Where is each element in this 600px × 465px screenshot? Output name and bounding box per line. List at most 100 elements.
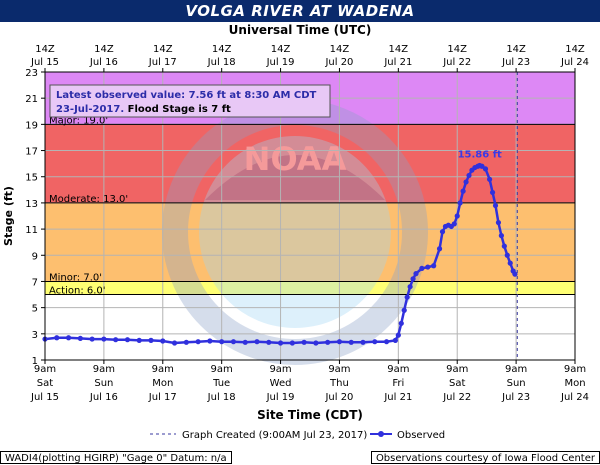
observed-point [392,337,398,343]
observed-point [463,179,469,185]
observed-point [457,200,463,206]
y-tick-label: 21 [25,94,38,105]
observed-point [501,243,507,249]
bottom-tick-label-day: Wed [270,378,292,389]
bottom-tick-label-day: Sat [37,378,53,389]
bottom-tick-label-day: Sun [507,378,526,389]
bottom-tick-label-date: Jul 21 [383,392,412,403]
observed-point [504,252,510,258]
bottom-tick-label-day: Sat [449,378,465,389]
noaa-seal-disc [199,136,391,328]
observed-point [183,339,189,345]
y-tick-label: 19 [25,120,38,131]
observed-point [336,339,343,345]
observed-point [439,229,446,235]
observed-point [436,246,443,252]
observed-point [451,221,457,227]
observed-point [277,340,284,346]
top-tick-label-date: Jul 21 [383,57,412,68]
top-tick-label-hour: 14Z [565,44,585,55]
top-tick-label-hour: 14Z [94,44,114,55]
observed-point [207,338,213,344]
chart-title: VOLGA RIVER AT WADENA [0,0,600,22]
bottom-tick-label-date: Jul 15 [30,392,59,403]
y-axis-label: Stage (ft) [2,186,15,246]
moderate-band [45,124,575,203]
legend-observed-label: Observed [397,430,445,441]
info-latest-date: 23-Jul-2017. [56,104,128,115]
bottom-tick-label-time: 9am [93,364,115,375]
threshold-label-moderate: Moderate: 13.0' [49,194,128,205]
bottom-tick-label-day: Sun [94,378,113,389]
threshold-label-action: Action: 6.0' [49,286,106,297]
observed-point [419,265,425,271]
top-tick-label-hour: 14Z [389,44,409,55]
observed-point [507,260,513,266]
observed-point [489,189,496,196]
observed-point [348,339,354,345]
observed-point [266,339,272,345]
observed-point [466,172,472,179]
y-tick-label: 3 [32,330,38,341]
top-tick-label-date: Jul 20 [324,57,353,68]
footer-credit: Observations courtesy of Iowa Flood Cent… [370,451,600,464]
top-tick-label-hour: 14Z [330,44,350,55]
minor-band [45,202,575,282]
observed-point [301,339,307,345]
top-tick-label-date: Jul 22 [442,57,471,68]
top-tick-label-hour: 14Z [212,44,232,55]
bottom-tick-label-time: 9am [446,364,468,375]
observed-point [395,332,401,338]
legend-graph-created-label: Graph Created (9:00AM Jul 23, 2017) [182,430,367,441]
top-tick-label-date: Jul 19 [266,57,295,68]
top-tick-label-date: Jul 15 [30,57,59,68]
observed-point [431,263,437,269]
bottom-tick-label-date: Jul 19 [266,392,295,403]
observed-point [495,219,502,226]
top-tick-label-date: Jul 16 [89,57,118,68]
observed-point [498,233,504,239]
bottom-tick-label-time: 9am [328,364,350,375]
footer-gage-info: WADI4(plotting HGIRP) "Gage 0" Datum: n/… [0,451,232,464]
observed-point [398,320,404,326]
noaa-watermark: NOAA [162,99,428,365]
bottom-tick-label-day: Fri [392,378,404,389]
top-tick-label-date: Jul 17 [148,57,177,68]
bottom-tick-label-date: Jul 20 [324,392,353,403]
info-box [49,84,331,118]
y-tick-label: 23 [25,68,38,79]
observed-point [242,339,248,345]
y-tick-label: 17 [25,147,38,158]
observed-point [219,339,225,345]
top-tick-label-hour: 14Z [447,44,467,55]
observed-point [325,339,331,345]
bottom-tick-label-time: 9am [269,364,291,375]
observed-point [404,294,410,300]
observed-point [124,337,131,343]
y-tick-label: 15 [25,173,38,184]
observed-point [460,188,466,194]
bottom-tick-label-day: Thu [329,378,349,389]
observed-point [148,337,154,343]
y-tick-label: 7 [32,277,38,288]
observed-point [454,213,460,219]
noaa-watermark-text: NOAA [244,140,347,178]
plot-frame [44,71,576,361]
x-axis-label: Site Time (CDT) [257,408,363,422]
bottom-tick-label-time: 9am [564,364,586,375]
bottom-tick-label-time: 9am [387,364,409,375]
threshold-label-major: Major: 19.0' [49,115,108,126]
info-latest-value: Latest observed value: 7.56 ft at 8:30 A… [56,90,317,101]
y-tick-label: 5 [32,304,38,315]
info-flood-stage: Flood Stage is 7 ft [128,104,231,115]
action-band [45,281,575,295]
observed-points [42,162,518,346]
observed-point [230,339,237,345]
y-tick-label: 13 [25,199,38,210]
bottom-tick-label-day: Mon [152,378,173,389]
bottom-tick-label-date: Jul 23 [501,392,530,403]
legend-observed-dot [378,431,384,437]
top-tick-label-hour: 14Z [35,44,55,55]
